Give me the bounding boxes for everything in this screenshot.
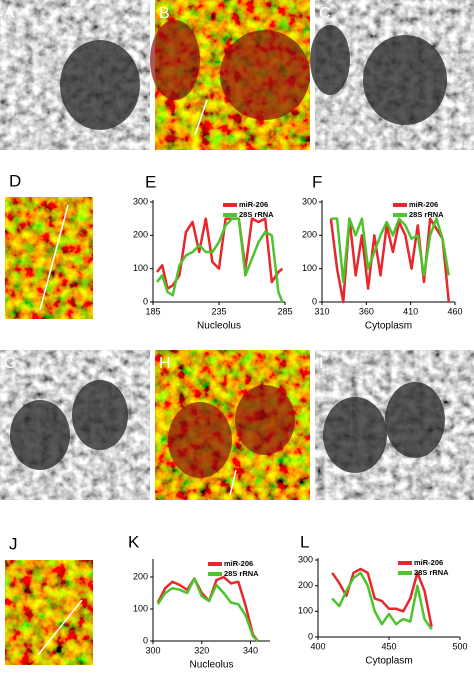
nucleus [385, 382, 445, 458]
y-tick-label: 0 [312, 296, 317, 306]
legend-label: 28S rRNA [409, 210, 444, 219]
data-line [155, 217, 284, 303]
x-axis-label: Cytoplasm [365, 656, 412, 667]
y-tick-label: 300 [302, 196, 317, 206]
legend-label: miR-206 [224, 559, 253, 568]
legend-label: miR-206 [239, 200, 268, 209]
nucleus [235, 385, 295, 455]
data-line [329, 217, 451, 304]
x-tick-label: 285 [277, 306, 292, 316]
x-tick-label: 450 [381, 641, 396, 651]
panel-label: J [9, 534, 18, 553]
legend-label: 28S rRNA [224, 569, 259, 578]
x-tick-label: 410 [403, 306, 418, 316]
y-tick-label: 0 [308, 631, 313, 641]
y-tick-label: 300 [298, 554, 313, 564]
micrograph [5, 197, 93, 319]
y-tick-label: 300 [133, 196, 148, 206]
y-tick-label: 200 [133, 571, 148, 581]
x-axis-label: Nucleolus [197, 321, 241, 332]
legend-label: miR-206 [409, 200, 438, 209]
nucleus [323, 397, 387, 473]
data-line [330, 217, 451, 284]
profile-line [39, 204, 69, 311]
y-tick-label: 100 [133, 263, 148, 273]
panel-label: C [319, 5, 331, 22]
nucleus [10, 400, 70, 470]
data-line [156, 577, 259, 642]
nucleus [168, 402, 232, 478]
y-tick-label: 200 [302, 230, 317, 240]
x-tick-label: 185 [145, 306, 160, 316]
panel-label: B [159, 5, 170, 22]
x-tick-label: 235 [211, 306, 226, 316]
y-tick-label: 200 [133, 230, 148, 240]
x-tick-label: 320 [194, 645, 209, 655]
x-tick-label: 340 [243, 645, 258, 655]
nucleus [60, 40, 140, 130]
y-tick-label: 100 [302, 263, 317, 273]
legend-label: 28S rRNA [239, 210, 274, 219]
x-tick-label: 460 [447, 306, 462, 316]
x-tick-label: 310 [314, 306, 329, 316]
data-line [331, 571, 433, 631]
x-tick-label: 500 [452, 641, 467, 651]
y-tick-label: 100 [133, 603, 148, 613]
panel-label: G [4, 355, 16, 372]
panel-label: K [128, 532, 140, 551]
x-tick-label: 400 [310, 641, 325, 651]
panel-label: F [312, 172, 322, 191]
panel-label: I [319, 355, 323, 372]
data-line [331, 567, 433, 627]
nucleus [72, 380, 128, 450]
y-tick-label: 100 [298, 606, 313, 616]
panel-label: L [300, 532, 309, 551]
nucleus [220, 30, 310, 120]
y-tick-label: 0 [143, 296, 148, 306]
profile-line [229, 469, 237, 496]
x-axis-label: Nucleolus [190, 660, 234, 671]
nucleus [363, 35, 447, 125]
panel-label: D [9, 171, 21, 190]
x-axis-label: Cytoplasm [365, 321, 412, 332]
nucleus [310, 25, 350, 95]
profile-line [194, 99, 208, 136]
nucleus [150, 20, 200, 100]
panel-label: A [4, 5, 15, 22]
panel-label: H [159, 355, 171, 372]
y-tick-label: 0 [143, 635, 148, 645]
legend-label: 28S rRNA [414, 568, 449, 577]
panel-label: E [145, 172, 156, 191]
legend-label: miR-206 [414, 558, 443, 567]
micrograph [5, 560, 93, 665]
profile-line [37, 599, 83, 656]
x-tick-label: 360 [359, 306, 374, 316]
y-tick-label: 200 [298, 580, 313, 590]
x-tick-label: 300 [145, 645, 160, 655]
